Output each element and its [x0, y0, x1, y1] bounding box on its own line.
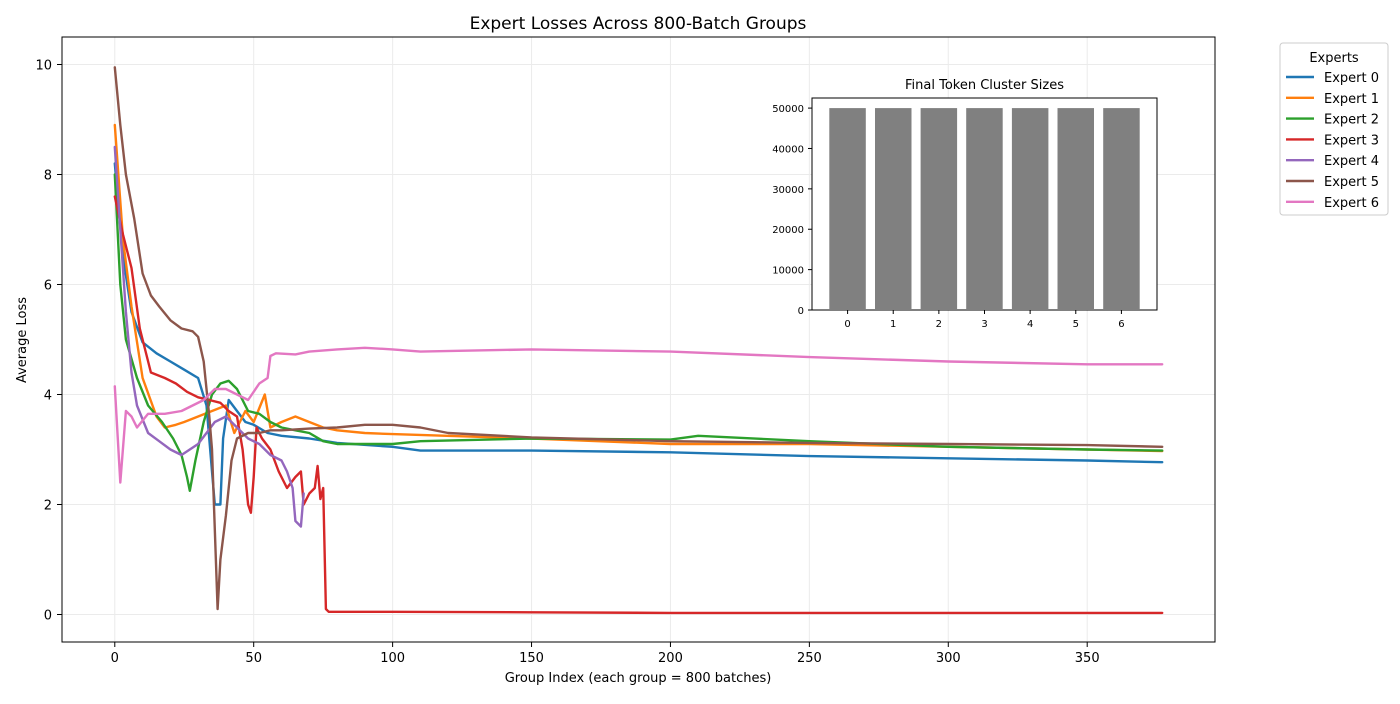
main-x-tick-label: 50 [245, 651, 262, 666]
main-plot-frame [61, 36, 1216, 643]
series-line-expert-3 [113, 195, 1164, 615]
series-line-expert-4 [113, 145, 305, 528]
inset-x-tick-label: 6 [1118, 319, 1124, 330]
legend-label-expert-0: Expert 0 [1324, 71, 1379, 86]
inset-bars [829, 108, 1140, 310]
legend-label-expert-6: Expert 6 [1324, 196, 1379, 211]
main-y-tick-label: 8 [44, 169, 52, 184]
legend-items: Expert 0 Expert 1 Expert 2 Expert 3 Expert 4… [1286, 71, 1379, 211]
main-x-ticks: 0 50 100 150 200 250 300 350 [111, 642, 1100, 666]
main-x-tick-label: 100 [380, 651, 405, 666]
main-y-ticks: 0 2 4 6 8 10 [35, 59, 62, 624]
inset-y-tick-label: 10000 [772, 266, 804, 277]
inset-x-tick-label: 4 [1027, 319, 1033, 330]
inset-x-tick-label: 2 [936, 319, 942, 330]
inset-x-tick-label: 5 [1073, 319, 1079, 330]
main-chart-title: Expert Losses Across 800-Batch Groups [470, 14, 807, 34]
inset-y-tick-label: 20000 [772, 225, 804, 236]
legend-label-expert-2: Expert 2 [1324, 113, 1379, 128]
inset-bar-2 [920, 108, 958, 310]
main-x-tick-label: 350 [1075, 651, 1100, 666]
legend-label-expert-4: Expert 4 [1324, 154, 1379, 169]
main-y-tick-label: 2 [44, 499, 52, 514]
main-x-axis-label: Group Index (each group = 800 batches) [505, 671, 772, 686]
inset-bar-3 [966, 108, 1003, 310]
series-line-expert-6 [113, 346, 1164, 484]
inset-bar-5 [1057, 108, 1094, 310]
main-y-axis-label: Average Loss [15, 297, 30, 383]
inset-y-tick-label: 0 [798, 306, 804, 317]
legend-frame [1279, 42, 1389, 216]
inset-bar-0 [829, 108, 866, 310]
inset-bar-1 [875, 108, 912, 310]
main-series-lines [113, 66, 1164, 615]
series-line-expert-0 [113, 162, 1164, 506]
main-y-tick-label: 6 [44, 279, 52, 294]
inset-y-tick-label: 40000 [772, 144, 804, 155]
main-x-tick-label: 0 [111, 651, 119, 666]
inset-bar-4 [1011, 108, 1049, 310]
legend: Experts Expert 0 Expert 1 Expert 2 Expert 3… [1279, 42, 1389, 216]
legend-label-expert-5: Expert 5 [1324, 175, 1379, 190]
main-x-tick-label: 300 [936, 651, 961, 666]
inset-x-ticks: 0 1 2 3 4 5 6 [844, 310, 1125, 330]
main-y-tick-label: 4 [44, 389, 52, 404]
inset-y-tick-label: 50000 [772, 104, 804, 115]
main-x-tick-label: 250 [797, 651, 822, 666]
series-line-expert-5 [113, 66, 1164, 611]
legend-label-expert-3: Expert 3 [1324, 133, 1379, 148]
main-x-tick-label: 200 [658, 651, 683, 666]
inset-bar-6 [1103, 108, 1140, 310]
main-y-tick-label: 10 [35, 59, 52, 74]
inset-x-tick-label: 0 [844, 319, 850, 330]
inset-y-tick-label: 30000 [772, 185, 804, 196]
inset-chart-title: Final Token Cluster Sizes [905, 78, 1064, 93]
inset-y-ticks: 0 10000 20000 30000 40000 50000 [772, 104, 812, 317]
inset-x-tick-label: 1 [890, 319, 896, 330]
legend-label-expert-1: Expert 1 [1324, 92, 1379, 107]
legend-title: Experts [1309, 51, 1359, 66]
main-y-tick-label: 0 [44, 609, 52, 624]
inset-x-tick-label: 3 [981, 319, 987, 330]
main-x-tick-label: 150 [519, 651, 544, 666]
